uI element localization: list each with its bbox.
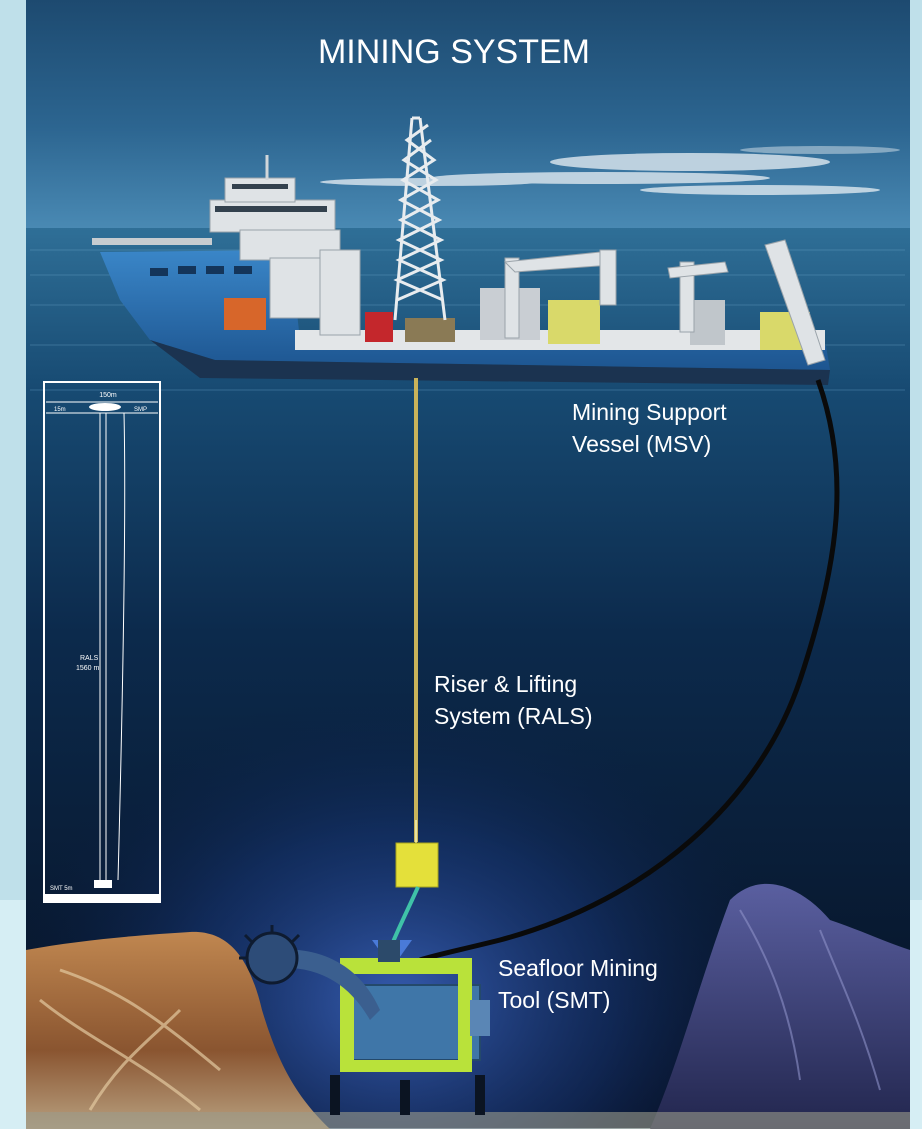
label-msv-line1: Mining Support xyxy=(572,399,727,425)
label-smt: Seafloor Mining Tool (SMT) xyxy=(498,955,658,1013)
inset-mid-label-2: 1560 m xyxy=(76,665,100,672)
inset-right-top-label: SMP xyxy=(134,407,147,413)
derrick-icon xyxy=(393,116,447,321)
label-smt-line2: Tool (SMT) xyxy=(498,987,610,1013)
label-rals-line2: System (RALS) xyxy=(434,703,592,729)
label-msv: Mining Support Vessel (MSV) xyxy=(572,399,727,457)
seafloor-rocks-left xyxy=(26,931,330,1129)
label-rals: Riser & Lifting System (RALS) xyxy=(434,671,592,729)
cutter-head-icon xyxy=(239,925,380,1020)
seafloor-rocks-right xyxy=(650,883,910,1129)
inset-top-dimension: 150m xyxy=(99,392,117,399)
label-msv-line2: Vessel (MSV) xyxy=(572,431,711,457)
inset-bottom-label: SMT 5m xyxy=(50,886,73,892)
crane-icon xyxy=(503,239,826,366)
inset-mid-label-1: RALS xyxy=(80,655,99,662)
deck-equipment xyxy=(365,312,393,342)
label-rals-line1: Riser & Lifting xyxy=(434,671,577,697)
ship-icon xyxy=(92,155,830,385)
label-smt-line1: Seafloor Mining xyxy=(498,955,658,981)
umbilical-cable xyxy=(419,379,840,963)
depth-schematic-inset: 150m 15m SMP RALS 1560 m SMT 5m xyxy=(43,381,161,903)
seabed xyxy=(26,1112,910,1129)
mining-tool-icon xyxy=(330,940,490,1115)
clouds xyxy=(320,146,900,195)
inset-left-top-label: 15m xyxy=(54,407,66,413)
page-title: MINING SYSTEM xyxy=(318,33,590,71)
